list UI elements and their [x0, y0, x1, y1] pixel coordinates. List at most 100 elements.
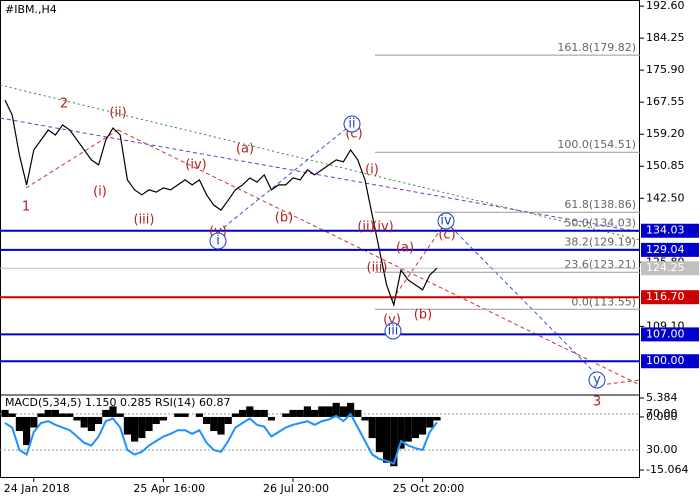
- wave-label: ii: [348, 117, 355, 132]
- fib-label: 161.8(179.82): [557, 41, 636, 54]
- macd-bar: [66, 413, 74, 417]
- fib-label: 100.0(154.51): [557, 138, 636, 151]
- macd-bar: [318, 406, 326, 417]
- macd-bar: [174, 413, 182, 417]
- wave-label: (iv): [185, 158, 206, 173]
- fib-label: 38.2(129.19): [564, 235, 636, 248]
- y2-tick-label: 30.00: [646, 443, 678, 456]
- indicator-title: MACD(5,34,5) 1.150 0.285 RSI(14) 60.87: [5, 396, 230, 409]
- x-tick-label: 25 Oct 20:00: [393, 482, 465, 495]
- fib-label: 23.6(123.21): [564, 258, 636, 271]
- macd-bar: [217, 416, 225, 435]
- macd-bar: [138, 416, 146, 439]
- macd-bar: [246, 406, 254, 417]
- macd-bar: [116, 413, 124, 417]
- level-label: 134.03: [646, 224, 685, 237]
- macd-bar: [102, 409, 110, 417]
- macd-bar: [404, 416, 412, 442]
- macd-bar: [282, 413, 290, 417]
- price-line: [4, 99, 438, 308]
- macd-bar: [210, 416, 218, 432]
- y2-tick-label: 70.00: [646, 407, 678, 420]
- x-tick-label: 24 Jan 2018: [4, 482, 70, 495]
- macd-bar: [289, 409, 297, 417]
- macd-bar: [181, 413, 189, 417]
- x-tick-label: 25 Apr 16:00: [133, 482, 205, 495]
- level-label: 116.70: [646, 290, 685, 303]
- wave-label: (i): [93, 185, 107, 200]
- level-label: 107.00: [646, 327, 685, 340]
- macd-bar: [231, 413, 239, 417]
- wave-circle: [343, 115, 361, 133]
- macd-bar: [224, 416, 232, 424]
- wave-label: iv: [440, 214, 452, 229]
- macd-bar: [44, 409, 52, 417]
- y-tick-label: -15.064: [646, 463, 688, 476]
- macd-bar: [390, 416, 398, 467]
- macd-bar: [203, 416, 211, 424]
- macd-bar: [37, 413, 45, 417]
- macd-bar: [383, 416, 391, 463]
- fib-label: 61.8(138.86): [564, 198, 636, 211]
- trend-line: [0, 117, 641, 233]
- macd-bar: [195, 413, 203, 417]
- y-tick-label: 0.000: [646, 410, 678, 423]
- macd-bar: [253, 409, 261, 417]
- macd-bar: [426, 416, 434, 428]
- macd-bar: [311, 409, 319, 417]
- macd-bar: [347, 402, 355, 417]
- macd-bar: [339, 406, 347, 417]
- level-label-box: [641, 290, 699, 305]
- rsi-line: [4, 412, 438, 465]
- x-tick-label: 26 Jul 20:00: [263, 482, 329, 495]
- trend-line: [445, 221, 601, 379]
- macd-bar: [87, 416, 95, 432]
- level-label-box: [641, 223, 699, 238]
- trend-line: [25, 129, 119, 189]
- macd-bar: [73, 416, 81, 421]
- macd-bar: [109, 406, 117, 417]
- level-label: 124.25: [646, 261, 685, 274]
- wave-label: (a): [236, 142, 254, 157]
- frame: [0, 0, 640, 478]
- wave-label: (b): [275, 211, 293, 226]
- macd-bar: [1, 409, 9, 417]
- y-tick-label: 142.50: [646, 191, 685, 204]
- macd-bar: [419, 416, 427, 435]
- macd-bar: [397, 416, 405, 449]
- macd-bar: [368, 416, 376, 439]
- y-tick-label: 5.384: [646, 391, 678, 404]
- macd-bar: [59, 413, 67, 417]
- wave-label: (iii): [134, 213, 155, 228]
- y-tick-label: 167.55: [646, 95, 685, 108]
- level-label: 129.04: [646, 243, 685, 256]
- wave-label: i: [216, 234, 220, 249]
- level-label-box: [641, 327, 699, 342]
- macd-bar: [411, 416, 419, 439]
- y-tick-label: 159.20: [646, 127, 685, 140]
- macd-bar: [325, 406, 333, 417]
- wave-circle: [384, 322, 402, 340]
- macd-bar: [354, 409, 362, 417]
- y-tick-label: 150.85: [646, 159, 685, 172]
- wave-circle: [588, 371, 606, 389]
- macd-bar: [296, 409, 304, 417]
- wave-label: (b): [414, 308, 432, 323]
- wave-label: (i): [365, 163, 379, 178]
- trend-line: [117, 129, 641, 386]
- wave-label: (c): [438, 228, 455, 243]
- macd-bar: [303, 406, 311, 417]
- macd-bar: [239, 409, 247, 417]
- wave-label: 2: [60, 97, 68, 112]
- wave-label: (iii): [367, 261, 388, 276]
- chart-title: #IBM.,H4: [5, 3, 57, 16]
- trend-line: [391, 221, 447, 301]
- wave-label: 1: [22, 200, 30, 215]
- macd-bar: [123, 416, 131, 435]
- wave-label: y: [593, 373, 601, 388]
- macd-bar: [8, 413, 16, 417]
- macd-bar: [15, 416, 23, 432]
- fib-label: 0.0(113.55): [571, 295, 636, 308]
- macd-bar: [23, 416, 31, 446]
- macd-bar: [80, 416, 88, 428]
